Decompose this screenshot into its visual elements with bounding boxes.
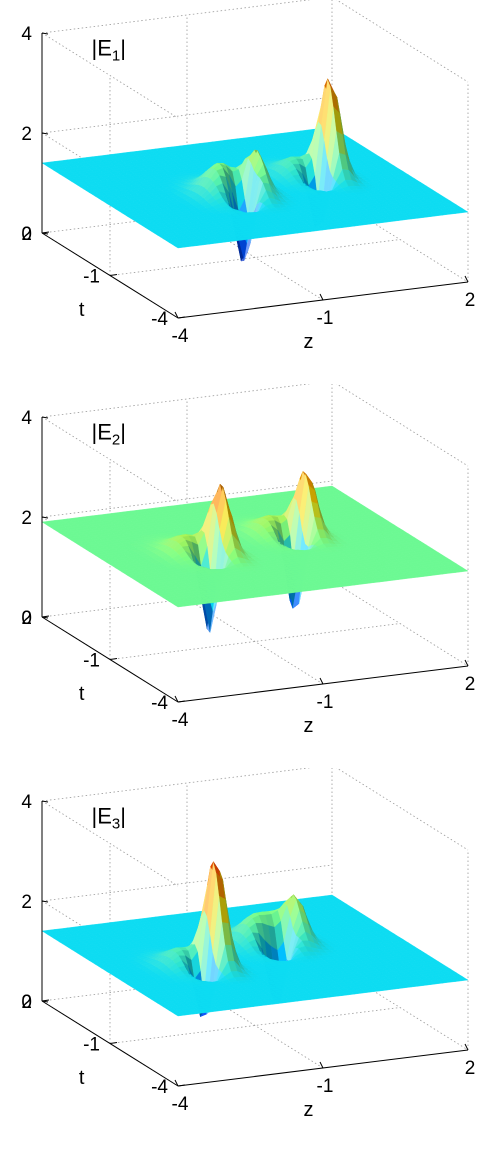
surface-panel-1: 0 2 4 -4 -1 2 -4 -1 2 z t |E1| (0, 0, 488, 384)
surface (41, 470, 469, 633)
height-tick-label: 2 (21, 124, 32, 145)
grid-line (41, 964, 333, 1002)
surface-panel-2: 0 2 4 -4 -1 2 -4 -1 2 z t |E2| (0, 384, 488, 768)
grid-line (41, 580, 333, 618)
z-axis-label: z (304, 715, 314, 737)
z-tick (174, 695, 179, 703)
t-tick (177, 316, 186, 319)
grid-line (186, 214, 324, 301)
z-tick-label: 2 (465, 290, 476, 311)
panel-title: |E1| (92, 36, 126, 65)
z-tick (174, 311, 179, 319)
grid-line (186, 598, 324, 685)
grid-line (41, 196, 333, 234)
height-tick (41, 516, 49, 519)
grid-line (41, 384, 312, 418)
t-axis-label: t (79, 683, 85, 705)
panel-title: |E2| (92, 420, 126, 449)
z-tick-label: -4 (172, 326, 189, 347)
height-tick-label: 4 (21, 408, 32, 429)
t-tick-label: -1 (83, 267, 100, 288)
z-tick (464, 659, 469, 667)
t-tick-label: 2 (21, 224, 32, 245)
z-tick-label: -1 (317, 308, 334, 329)
t-tick (109, 658, 118, 660)
grid-line (41, 32, 179, 119)
grid-line (331, 196, 469, 283)
grid-line (109, 239, 401, 276)
grid-line (41, 96, 333, 134)
grid-line (109, 623, 401, 660)
z-tick-label: -1 (317, 692, 334, 713)
height-tick-label: 0 (21, 224, 32, 245)
grid-line (331, 580, 469, 667)
grid-line (41, 800, 179, 887)
t-tick-label: -1 (83, 651, 100, 672)
surface-panel-3: 0 2 4 -4 -1 2 -4 -1 2 z t |E3| (0, 768, 488, 1152)
grid-line (41, 768, 312, 802)
t-axis-label: t (79, 299, 85, 321)
grid-line (41, 480, 333, 518)
z-tick-label: -4 (172, 710, 189, 731)
grid-line (336, 0, 469, 83)
height-tick-label: 4 (21, 24, 32, 45)
z-tick (319, 293, 324, 301)
grid-line (186, 982, 324, 1069)
height-tick-label: 2 (21, 508, 32, 529)
surface (41, 78, 469, 262)
grid-line (336, 768, 469, 851)
surface (41, 861, 469, 1018)
height-tick (41, 132, 49, 135)
z-axis-label: z (304, 331, 314, 353)
t-tick (41, 231, 50, 234)
z-tick-label: 2 (465, 674, 476, 695)
t-tick (177, 700, 186, 703)
height-tick (41, 32, 49, 35)
grid-line (41, 416, 179, 503)
grid-line (41, 0, 312, 34)
grid-line (41, 864, 333, 902)
surface-patch (458, 568, 469, 573)
height-tick-label: 0 (21, 608, 32, 629)
z-tick (319, 677, 324, 685)
t-tick-label: -4 (151, 693, 168, 714)
t-tick (41, 615, 50, 618)
t-tick-label: -4 (151, 309, 168, 330)
grid-line (336, 384, 469, 467)
height-tick (41, 416, 49, 419)
grid-line (331, 964, 469, 1051)
grid-line (109, 1007, 401, 1044)
t-tick (109, 274, 118, 276)
surface-patch (458, 209, 469, 214)
t-tick-label: 2 (21, 608, 32, 629)
z-tick (464, 275, 469, 283)
